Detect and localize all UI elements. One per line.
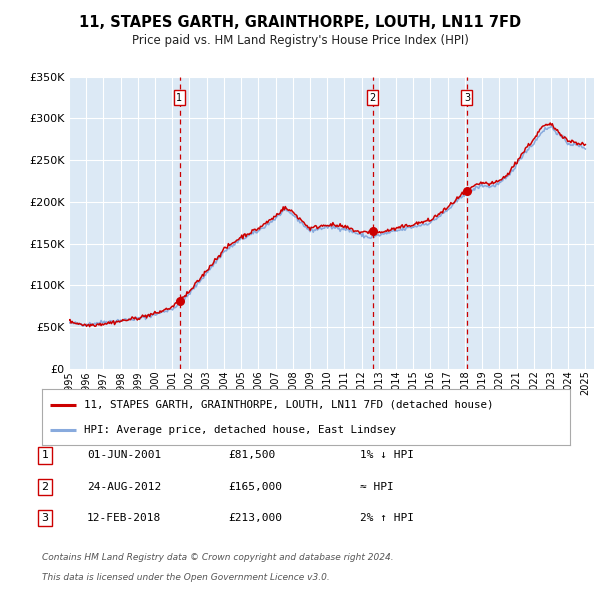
- Text: 12-FEB-2018: 12-FEB-2018: [87, 513, 161, 523]
- Text: Price paid vs. HM Land Registry's House Price Index (HPI): Price paid vs. HM Land Registry's House …: [131, 34, 469, 47]
- Text: 1: 1: [176, 93, 182, 103]
- Text: Contains HM Land Registry data © Crown copyright and database right 2024.: Contains HM Land Registry data © Crown c…: [42, 553, 394, 562]
- Text: 11, STAPES GARTH, GRAINTHORPE, LOUTH, LN11 7FD (detached house): 11, STAPES GARTH, GRAINTHORPE, LOUTH, LN…: [84, 399, 494, 409]
- Text: £165,000: £165,000: [228, 482, 282, 491]
- Text: 24-AUG-2012: 24-AUG-2012: [87, 482, 161, 491]
- Text: 2: 2: [370, 93, 376, 103]
- Text: 01-JUN-2001: 01-JUN-2001: [87, 451, 161, 460]
- Text: £213,000: £213,000: [228, 513, 282, 523]
- Text: 1% ↓ HPI: 1% ↓ HPI: [360, 451, 414, 460]
- Text: £81,500: £81,500: [228, 451, 275, 460]
- Text: This data is licensed under the Open Government Licence v3.0.: This data is licensed under the Open Gov…: [42, 573, 330, 582]
- Text: 3: 3: [464, 93, 470, 103]
- Text: HPI: Average price, detached house, East Lindsey: HPI: Average price, detached house, East…: [84, 425, 396, 435]
- Text: 2: 2: [41, 482, 49, 491]
- Text: 2% ↑ HPI: 2% ↑ HPI: [360, 513, 414, 523]
- Text: ≈ HPI: ≈ HPI: [360, 482, 394, 491]
- Text: 11, STAPES GARTH, GRAINTHORPE, LOUTH, LN11 7FD: 11, STAPES GARTH, GRAINTHORPE, LOUTH, LN…: [79, 15, 521, 30]
- Text: 1: 1: [41, 451, 49, 460]
- Text: 3: 3: [41, 513, 49, 523]
